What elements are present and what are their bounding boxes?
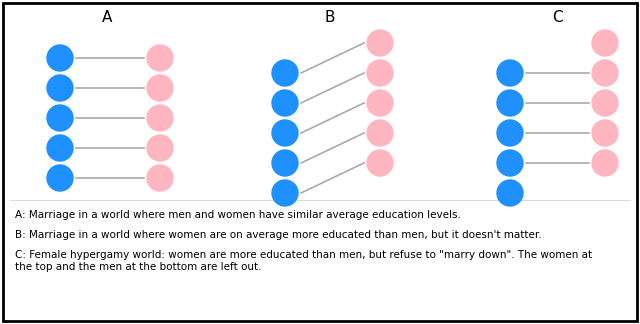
- Circle shape: [592, 120, 618, 146]
- Circle shape: [272, 180, 298, 206]
- Circle shape: [497, 180, 523, 206]
- Circle shape: [272, 60, 298, 86]
- Circle shape: [592, 90, 618, 116]
- Text: C: C: [552, 10, 563, 26]
- Circle shape: [367, 120, 393, 146]
- Circle shape: [497, 90, 523, 116]
- Circle shape: [367, 90, 393, 116]
- Circle shape: [147, 45, 173, 71]
- Circle shape: [272, 150, 298, 176]
- Text: A: A: [102, 10, 112, 26]
- Circle shape: [147, 135, 173, 161]
- Circle shape: [147, 75, 173, 101]
- Circle shape: [497, 60, 523, 86]
- Circle shape: [367, 30, 393, 56]
- Circle shape: [47, 135, 73, 161]
- Text: C: Female hypergamy world: women are more educated than men, but refuse to "marr: C: Female hypergamy world: women are mor…: [15, 250, 592, 272]
- Circle shape: [497, 150, 523, 176]
- Circle shape: [47, 165, 73, 191]
- Circle shape: [147, 105, 173, 131]
- Circle shape: [592, 60, 618, 86]
- Circle shape: [47, 45, 73, 71]
- Circle shape: [367, 150, 393, 176]
- Circle shape: [272, 120, 298, 146]
- Text: A: Marriage in a world where men and women have similar average education levels: A: Marriage in a world where men and wom…: [15, 210, 461, 220]
- Circle shape: [47, 75, 73, 101]
- Circle shape: [497, 120, 523, 146]
- Circle shape: [147, 165, 173, 191]
- Circle shape: [367, 60, 393, 86]
- Circle shape: [272, 90, 298, 116]
- Text: B: B: [324, 10, 335, 26]
- Text: B: Marriage in a world where women are on average more educated than men, but it: B: Marriage in a world where women are o…: [15, 230, 541, 240]
- Circle shape: [592, 150, 618, 176]
- Circle shape: [47, 105, 73, 131]
- Circle shape: [592, 30, 618, 56]
